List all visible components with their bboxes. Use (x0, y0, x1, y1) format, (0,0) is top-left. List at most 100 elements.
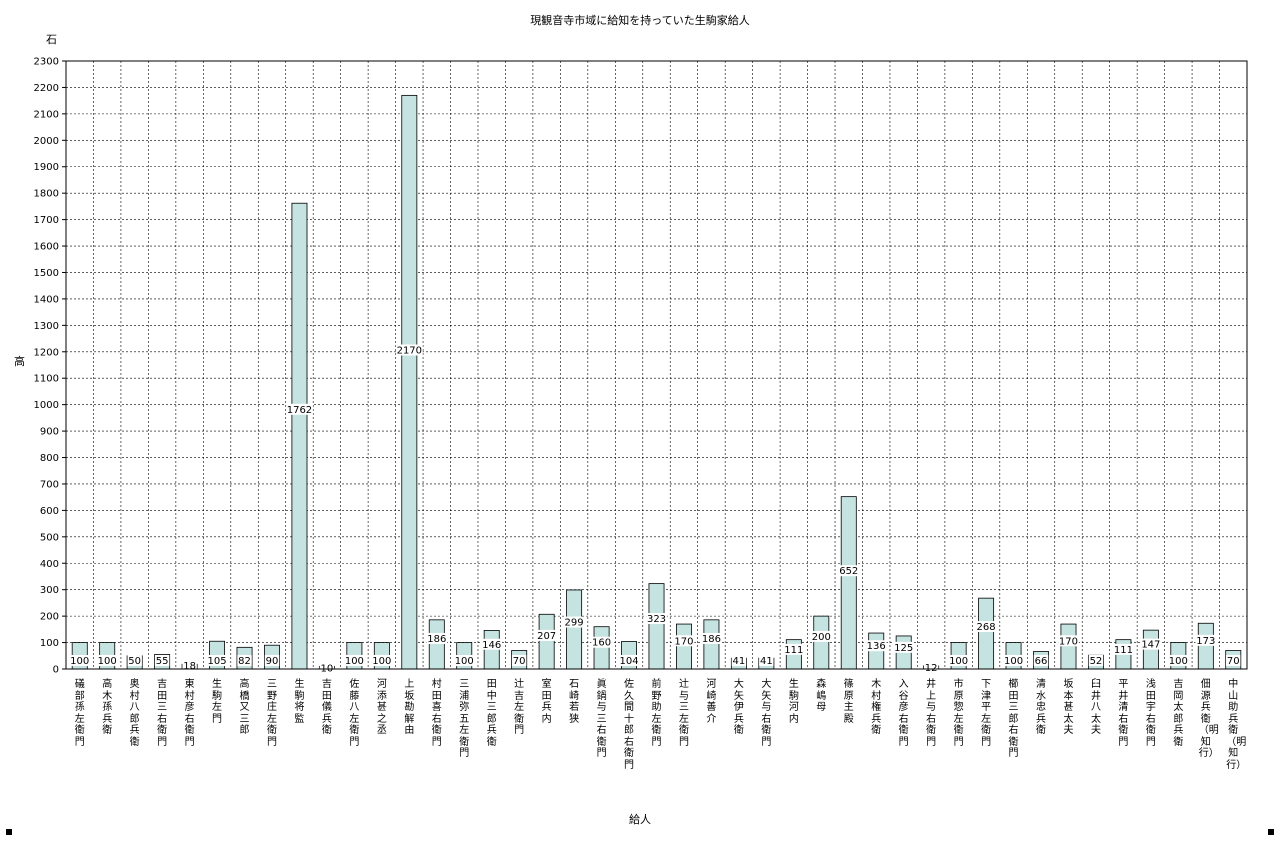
data-label-background (69, 655, 91, 666)
data-label-background (426, 632, 448, 644)
y-axis-ticks: 0 100 200 300 400 500 600 700 800 900 1000 1100 1200… (34, 57, 66, 676)
x-tick-label: 河添甚之丞 (376, 679, 387, 736)
bar (566, 589, 583, 670)
x-tick-label: 中山助兵衛（明知行） (1226, 679, 1247, 771)
bar (978, 597, 995, 670)
x-tick-label: 吉岡太郎兵衛 (1173, 679, 1184, 748)
x-tick-label: 臼井八太夫 (1090, 679, 1101, 736)
data-label: 173 (1196, 636, 1215, 647)
data-label-background (1088, 655, 1104, 666)
data-label-background (96, 655, 118, 666)
x-tick-label: 佐藤八左衛門 (349, 679, 360, 748)
x-tick-label: 礒部孫左衛門 (74, 679, 85, 748)
data-label-background (673, 635, 695, 647)
y-tick-label: 100 (40, 638, 59, 649)
data-label: 41 (733, 656, 746, 667)
x-tick-label: 生駒将監 (294, 679, 305, 725)
y-tick-label: 2300 (34, 57, 59, 68)
data-label: 186 (702, 634, 721, 645)
data-label: 100 (372, 656, 391, 667)
data-label: 100 (1004, 656, 1023, 667)
data-label: 136 (867, 641, 886, 652)
x-tick-label: 三野庄左衛門 (266, 679, 277, 748)
x-tick-label: 大矢伊兵衛 (733, 679, 744, 736)
x-tick-label: 森嶋母 (816, 679, 827, 713)
y-tick-label: 2100 (34, 109, 59, 120)
data-label: 207 (537, 631, 556, 642)
y-tick-label: 400 (40, 559, 59, 570)
y-tick-label: 1000 (34, 400, 59, 411)
data-label-background (563, 616, 585, 628)
y-tick-label: 1600 (34, 242, 59, 253)
data-label-background (646, 613, 667, 625)
x-tick-label: 石崎若狭 (569, 679, 580, 725)
y-tick-label: 1900 (34, 162, 59, 173)
x-tick-label: 上坂勘解由 (404, 679, 415, 736)
data-label: 100 (455, 656, 474, 667)
data-label: 125 (894, 643, 913, 654)
x-tick-label: 佃源兵衛（明知行） (1198, 679, 1219, 759)
data-label: 170 (1059, 636, 1078, 647)
data-label: 111 (1114, 645, 1133, 656)
data-label: 2170 (397, 346, 422, 357)
y-tick-label: 1700 (34, 215, 59, 226)
data-label-background (1003, 655, 1024, 666)
data-label: 200 (812, 632, 831, 643)
x-tick-label: 高橋又三郎 (239, 679, 250, 736)
x-tick-label: 村田喜右衛門 (431, 679, 442, 748)
data-label: 100 (70, 656, 89, 667)
data-label: 100 (345, 656, 364, 667)
x-tick-label: 篠原主殿 (843, 679, 854, 725)
data-label-background (237, 655, 252, 666)
data-label: 100 (98, 656, 117, 667)
x-tick-label: 河崎善介 (706, 679, 717, 725)
data-label-background (701, 632, 722, 644)
data-label-background (206, 655, 228, 666)
data-label: 170 (674, 636, 693, 647)
data-label: 186 (427, 634, 446, 645)
data-label: 323 (647, 614, 666, 625)
x-tick-label: 辻与三左衛門 (678, 679, 689, 748)
data-label: 160 (592, 638, 611, 649)
data-label: 82 (238, 656, 251, 667)
data-label-background (838, 565, 860, 577)
x-tick-label: 平井清右衛門 (1118, 679, 1129, 748)
data-label-background (810, 630, 832, 642)
x-tick-label: 室田兵内 (541, 679, 552, 725)
x-tick-label: 生駒河内 (788, 679, 799, 725)
y-tick-label: 0 (53, 665, 59, 676)
corner-mark (1268, 829, 1274, 835)
y-tick-label: 600 (40, 506, 59, 517)
y-tick-label: 200 (40, 612, 59, 623)
x-axis-label: 給人 (629, 813, 651, 826)
x-tick-label: 大矢与右衛門 (761, 679, 772, 748)
data-label-background (591, 636, 612, 648)
data-label: 12 (925, 663, 938, 674)
data-label-background (1140, 638, 1162, 650)
data-label: 652 (839, 566, 858, 577)
data-label-background (783, 643, 805, 655)
data-label: 268 (977, 622, 996, 633)
data-label-background (975, 621, 997, 633)
data-label-background (286, 403, 313, 415)
corner-mark (6, 829, 12, 835)
data-label: 147 (1141, 640, 1160, 651)
y-unit-label: 石 (46, 33, 57, 46)
y-tick-label: 1200 (34, 347, 59, 358)
data-label: 70 (513, 656, 526, 667)
data-label: 299 (565, 618, 584, 629)
bar (291, 202, 308, 670)
y-tick-label: 800 (40, 453, 59, 464)
bar (648, 583, 665, 670)
y-axis-label: 高 (14, 355, 25, 368)
bars (71, 94, 1242, 670)
x-tick-label: 吉田三右衛門 (157, 679, 168, 748)
data-label: 1762 (287, 405, 312, 416)
data-label: 90 (266, 656, 279, 667)
x-tick-label: 辻吉左衛門 (514, 679, 525, 736)
data-label: 66 (1035, 656, 1048, 667)
x-tick-label: 木村権兵衛 (871, 679, 882, 736)
x-tick-label: 市原惣左衛門 (953, 679, 964, 748)
gridlines (66, 61, 1247, 669)
